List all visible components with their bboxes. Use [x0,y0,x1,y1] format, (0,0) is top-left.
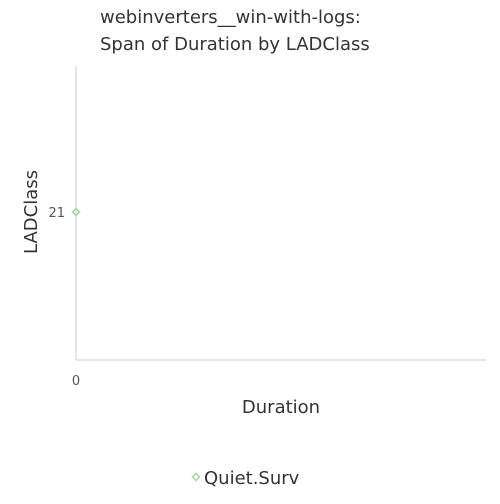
legend: Quiet.Surv [191,468,300,489]
chart-title-line-2: Span of Duration by LADClass [100,34,370,55]
y-axis-label: LADClass [21,170,42,254]
data-marks [71,207,81,217]
chart-title-line-1: webinverters__win-with-logs: [100,7,361,28]
x-axis-label: Duration [242,397,320,418]
legend-item[interactable]: Quiet.Surv [191,468,300,489]
x-tick-label: 0 [72,374,80,389]
x-ticks: 0 [72,374,80,389]
legend-marker-icon [191,472,201,482]
data-point[interactable] [71,207,81,217]
y-tick-label: 21 [48,206,65,221]
y-ticks: 21 [48,206,65,221]
legend-label: Quiet.Surv [204,468,300,489]
